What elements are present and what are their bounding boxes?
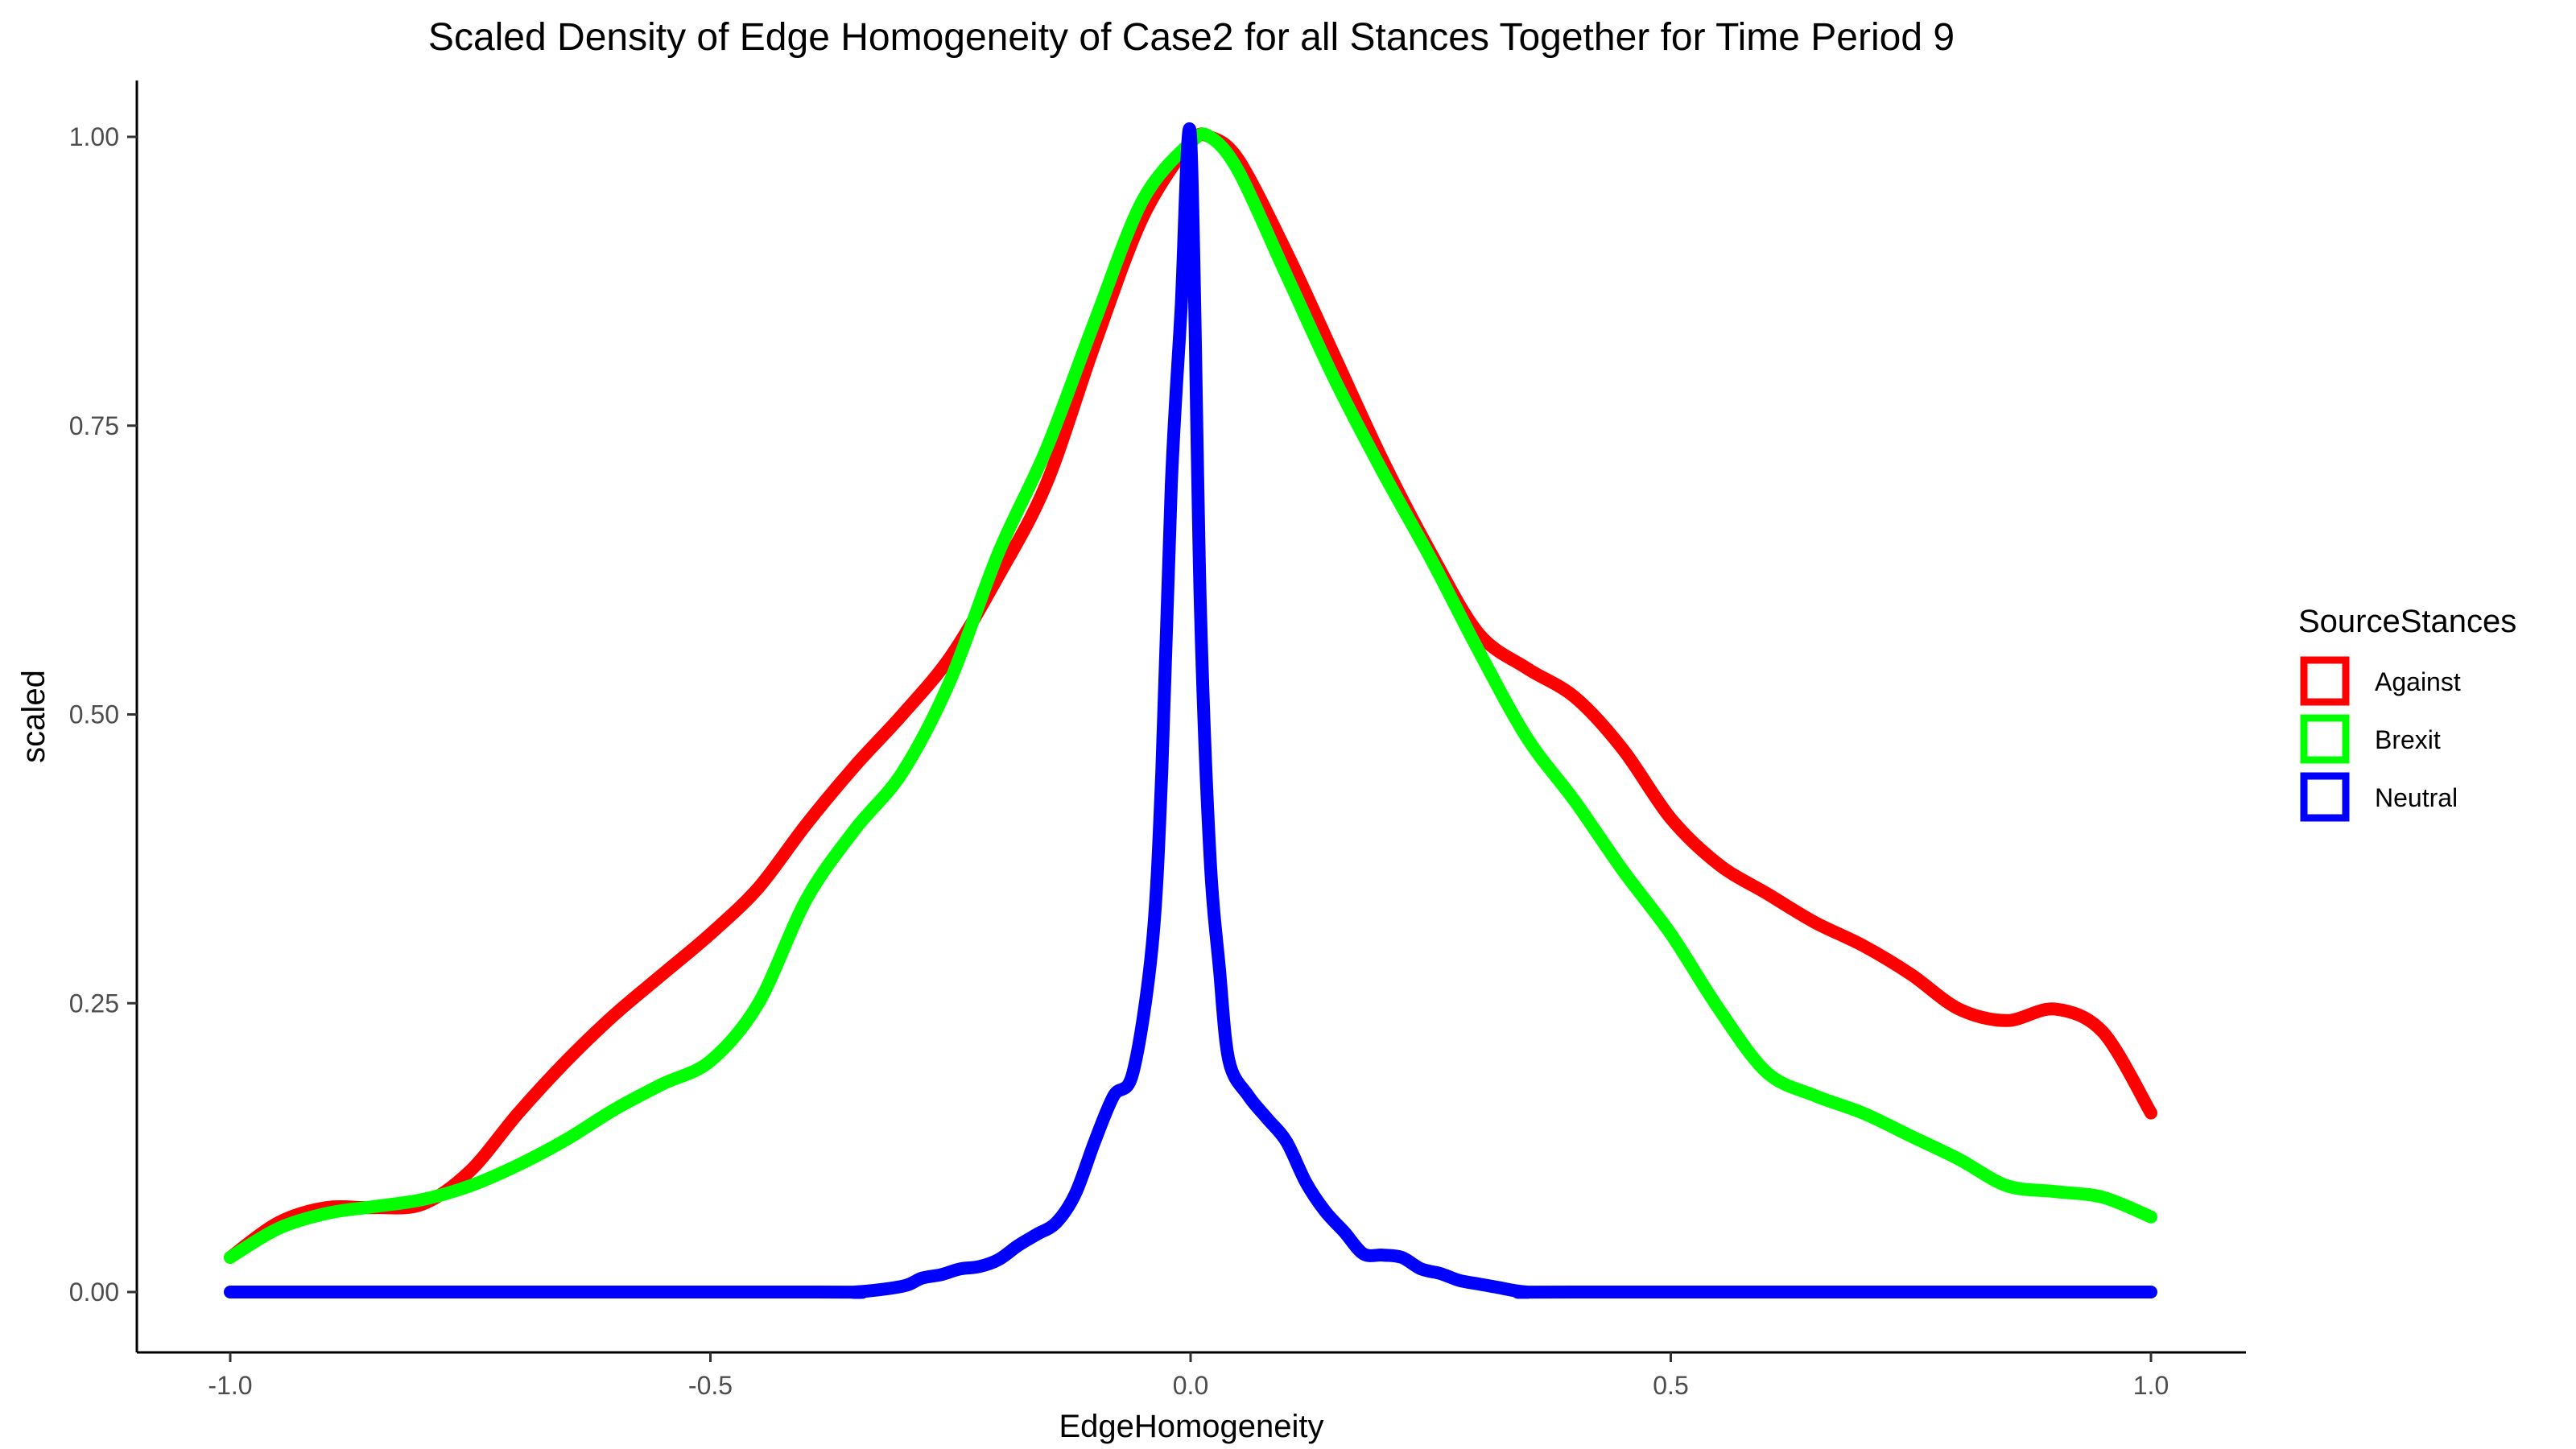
legend-key-against	[2300, 656, 2350, 706]
plot-lines	[224, 122, 2157, 1299]
axes: -1.0 -0.5 0.0 0.5 1.0 0.00 0.25 0.50 0.75 1.00	[69, 80, 2246, 1400]
y-tick-label: 0.00	[69, 1278, 119, 1307]
y-tick-label: 0.75	[69, 411, 119, 440]
x-tick-label: 0.5	[1653, 1371, 1688, 1400]
legend-title: SourceStances	[2298, 604, 2516, 639]
chart-title: Scaled Density of Edge Homogeneity of Ca…	[428, 16, 1955, 59]
y-tick-label: 0.25	[69, 989, 119, 1018]
x-axis-label: EdgeHomogeneity	[1059, 1409, 1323, 1444]
y-tick-label: 0.50	[69, 700, 119, 729]
y-tick-label: 1.00	[69, 122, 119, 151]
legend: SourceStances Against Brexit Neutral	[2298, 604, 2516, 822]
legend-label-against: Against	[2375, 667, 2461, 696]
x-tick-label: -1.0	[208, 1371, 252, 1400]
x-tick-label: -0.5	[688, 1371, 733, 1400]
series-line-brexit	[224, 127, 2157, 1264]
y-ticks: 0.00 0.25 0.50 0.75 1.00	[69, 122, 137, 1307]
legend-key-brexit	[2300, 714, 2350, 764]
x-tick-label: 1.0	[2133, 1371, 2169, 1400]
x-ticks: -1.0 -0.5 0.0 0.5 1.0	[208, 1352, 2169, 1400]
legend-label-neutral: Neutral	[2375, 783, 2458, 812]
legend-items: Against Brexit Neutral	[2300, 656, 2461, 822]
x-tick-label: 0.0	[1173, 1371, 1208, 1400]
series-line-neutral	[224, 122, 2157, 1299]
y-axis-label: scaled	[16, 670, 52, 763]
legend-key-neutral	[2300, 772, 2350, 822]
legend-label-brexit: Brexit	[2375, 725, 2441, 754]
